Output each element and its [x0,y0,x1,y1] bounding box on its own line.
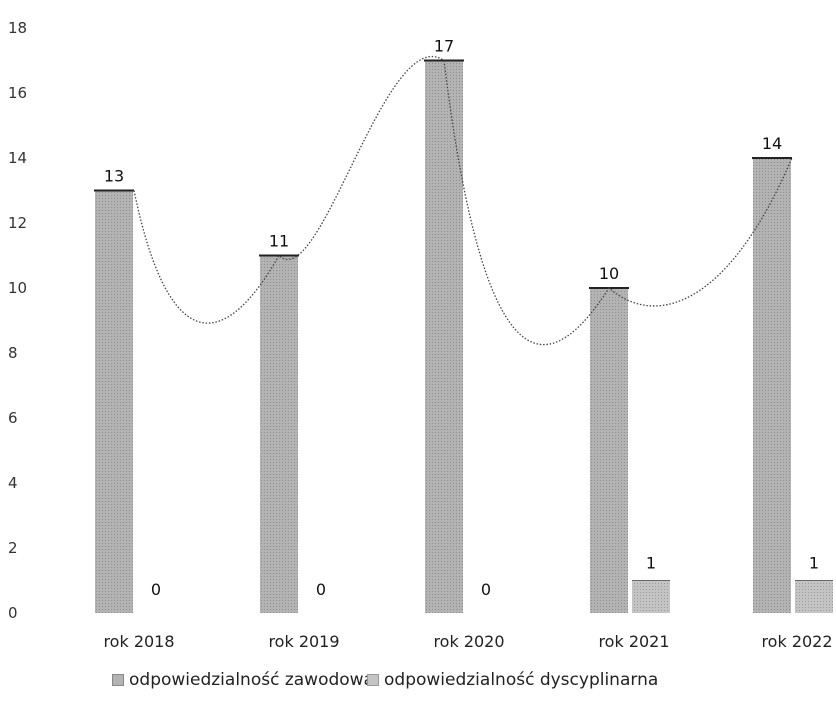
y-tick-label: 6 [8,409,18,427]
data-label-zawodowa: 13 [104,167,124,186]
x-category-label: rok 2020 [433,632,504,651]
data-label-dyscyplinarna: 0 [316,580,326,599]
bar-zawodowa [753,158,791,613]
legend-label-zawodowa: odpowiedzialność zawodowa [129,670,374,690]
y-tick-label: 10 [8,279,27,297]
legend-item-zawodowa: odpowiedzialność zawodowa [112,670,374,690]
x-category-label: rok 2019 [268,632,339,651]
y-tick-label: 0 [8,604,18,622]
legend-swatch-dyscyplinarna [367,674,379,686]
bar-dyscyplinarna [795,580,833,613]
legend-swatch-zawodowa [112,674,124,686]
y-tick-label: 2 [8,539,18,557]
trend-curve [133,56,793,346]
x-category-label: rok 2018 [103,632,174,651]
x-category-label: rok 2022 [761,632,832,651]
bar-zawodowa [95,190,133,613]
y-tick-label: 4 [8,474,18,492]
y-tick-label: 18 [8,19,27,37]
data-label-dyscyplinarna: 0 [151,580,161,599]
data-label-dyscyplinarna: 1 [646,554,656,573]
y-tick-label: 8 [8,344,18,362]
y-tick-label: 14 [8,149,27,167]
data-label-dyscyplinarna: 1 [809,554,819,573]
data-label-zawodowa: 17 [434,37,454,56]
bar-zawodowa [590,288,628,613]
legend: odpowiedzialność zawodowa odpowiedzialno… [112,670,812,700]
data-label-zawodowa: 11 [269,232,289,251]
bar-zawodowa [425,60,463,613]
bar-zawodowa [260,255,298,613]
y-tick-label: 16 [8,84,27,102]
data-label-zawodowa: 14 [762,134,782,153]
data-label-dyscyplinarna: 0 [481,580,491,599]
legend-label-dyscyplinarna: odpowiedzialność dyscyplinarna [384,670,659,690]
bar-dyscyplinarna [632,580,670,613]
legend-item-dyscyplinarna: odpowiedzialność dyscyplinarna [367,670,658,690]
x-category-label: rok 2021 [598,632,669,651]
data-label-zawodowa: 10 [599,264,619,283]
y-tick-label: 12 [8,214,27,232]
